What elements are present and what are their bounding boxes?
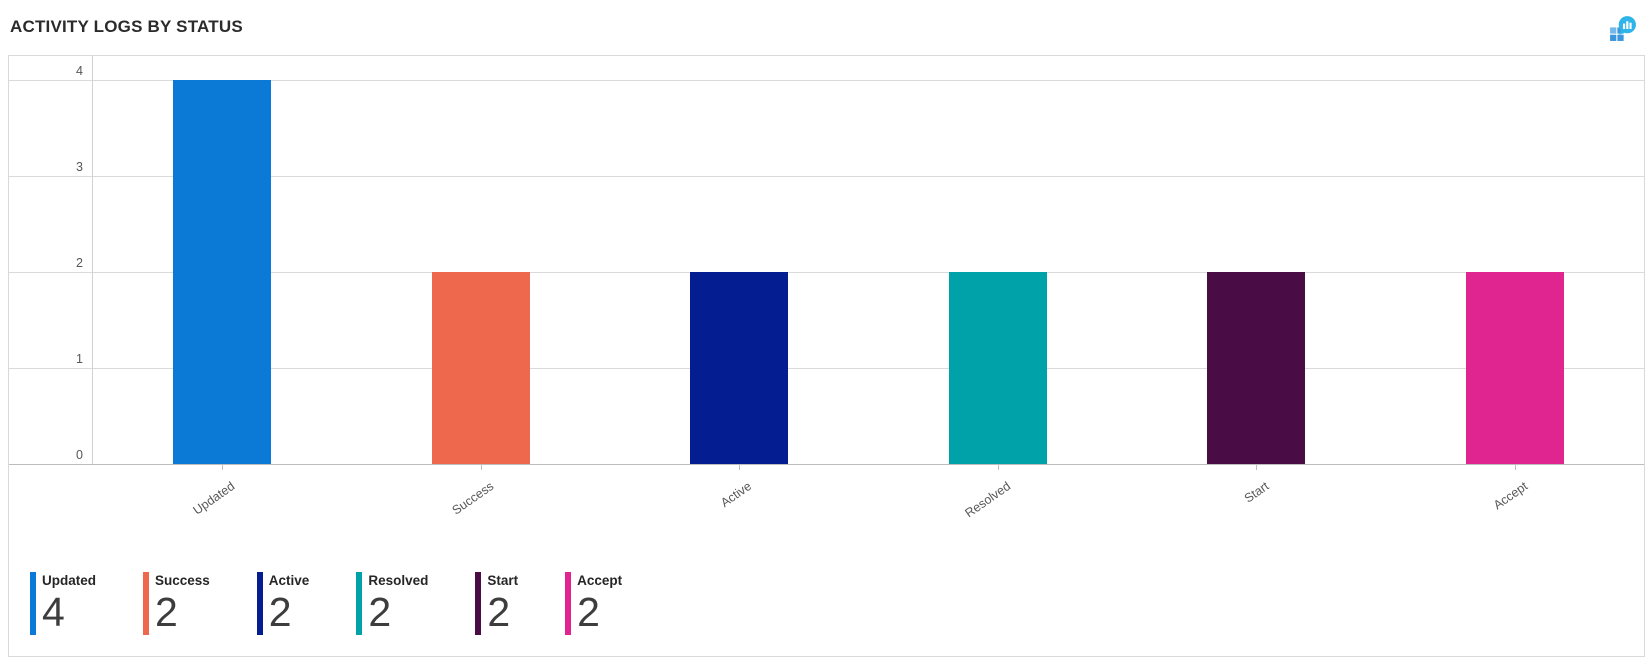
plot-area bbox=[93, 80, 1644, 464]
legend-marker bbox=[475, 572, 482, 635]
y-axis-line bbox=[92, 56, 93, 464]
y-tick-label: 1 bbox=[76, 352, 83, 366]
legend-value: 2 bbox=[268, 589, 292, 635]
bar-start[interactable] bbox=[1207, 272, 1306, 464]
gridline bbox=[9, 368, 1644, 369]
bar-active[interactable] bbox=[690, 272, 789, 464]
x-tick bbox=[739, 465, 741, 470]
bar-success[interactable] bbox=[431, 272, 530, 464]
legend-label: Resolved bbox=[368, 573, 429, 588]
legend-label: Success bbox=[155, 573, 210, 588]
bar-column bbox=[352, 80, 611, 464]
x-axis-cell: Start bbox=[1127, 465, 1386, 525]
x-axis-cell: Updated bbox=[93, 465, 352, 525]
legend-marker bbox=[30, 572, 36, 635]
x-tick bbox=[222, 465, 224, 470]
category-label: Active bbox=[718, 479, 755, 510]
x-tick bbox=[1256, 465, 1258, 470]
bar-chart-bubble-icon bbox=[1609, 15, 1637, 46]
bar-resolved[interactable] bbox=[948, 272, 1047, 464]
y-tick-label: 2 bbox=[76, 256, 83, 270]
legend-value: 4 bbox=[42, 589, 65, 635]
category-label: Updated bbox=[190, 479, 238, 518]
legend-value: 2 bbox=[368, 589, 391, 635]
x-axis-labels: Updated Success Active Resolved Start Ac… bbox=[93, 465, 1644, 525]
bar-column bbox=[93, 80, 352, 464]
bar-column bbox=[1386, 80, 1645, 464]
legend-label: Start bbox=[487, 573, 519, 588]
category-label: Resolved bbox=[962, 479, 1013, 521]
legend-marker bbox=[356, 572, 363, 635]
y-tick-label: 4 bbox=[76, 64, 83, 78]
x-tick bbox=[1514, 465, 1516, 470]
gridline bbox=[9, 80, 1644, 81]
chart-legend: Updated 4 Success 2 Active 2 bbox=[30, 572, 622, 635]
legend-item-updated: Updated 4 bbox=[30, 572, 96, 635]
legend-item-accept: Accept 2 bbox=[565, 572, 622, 635]
legend-label: Accept bbox=[577, 573, 623, 588]
x-axis-cell: Success bbox=[352, 465, 611, 525]
bar-column bbox=[610, 80, 869, 464]
x-axis-cell: Active bbox=[610, 465, 869, 525]
legend-marker bbox=[143, 572, 149, 635]
bar-accept[interactable] bbox=[1465, 272, 1564, 464]
gridline bbox=[9, 272, 1644, 273]
chart-area: 4 3 2 1 0 Updated Success Active bbox=[8, 55, 1645, 657]
legend-value: 2 bbox=[577, 589, 600, 635]
category-label: Accept bbox=[1490, 479, 1530, 513]
legend-marker bbox=[565, 572, 572, 635]
category-label: Success bbox=[449, 479, 496, 518]
bar-column bbox=[1127, 80, 1386, 464]
x-axis-cell: Accept bbox=[1386, 465, 1645, 525]
legend-value: 2 bbox=[487, 589, 510, 635]
x-tick bbox=[480, 465, 482, 470]
legend-marker bbox=[256, 572, 263, 635]
category-label: Start bbox=[1241, 479, 1272, 506]
y-tick-label: 0 bbox=[76, 448, 83, 462]
legend-item-start: Start 2 bbox=[475, 572, 518, 635]
legend-item-active: Active 2 bbox=[256, 572, 310, 635]
legend-label: Updated bbox=[42, 573, 96, 588]
bar-column bbox=[869, 80, 1128, 464]
grid-layer bbox=[9, 80, 1644, 465]
legend-value: 2 bbox=[155, 589, 178, 635]
legend-item-success: Success 2 bbox=[143, 572, 210, 635]
y-tick-label: 3 bbox=[76, 160, 83, 174]
chart-options-button[interactable] bbox=[1607, 14, 1639, 46]
x-axis-line bbox=[9, 464, 1644, 465]
page-title: ACTIVITY LOGS BY STATUS bbox=[10, 17, 243, 36]
bar-updated[interactable] bbox=[173, 80, 272, 464]
x-tick bbox=[997, 465, 999, 470]
gridline bbox=[9, 176, 1644, 177]
x-axis-cell: Resolved bbox=[869, 465, 1128, 525]
legend-item-resolved: Resolved 2 bbox=[356, 572, 428, 635]
legend-label: Active bbox=[268, 573, 310, 588]
